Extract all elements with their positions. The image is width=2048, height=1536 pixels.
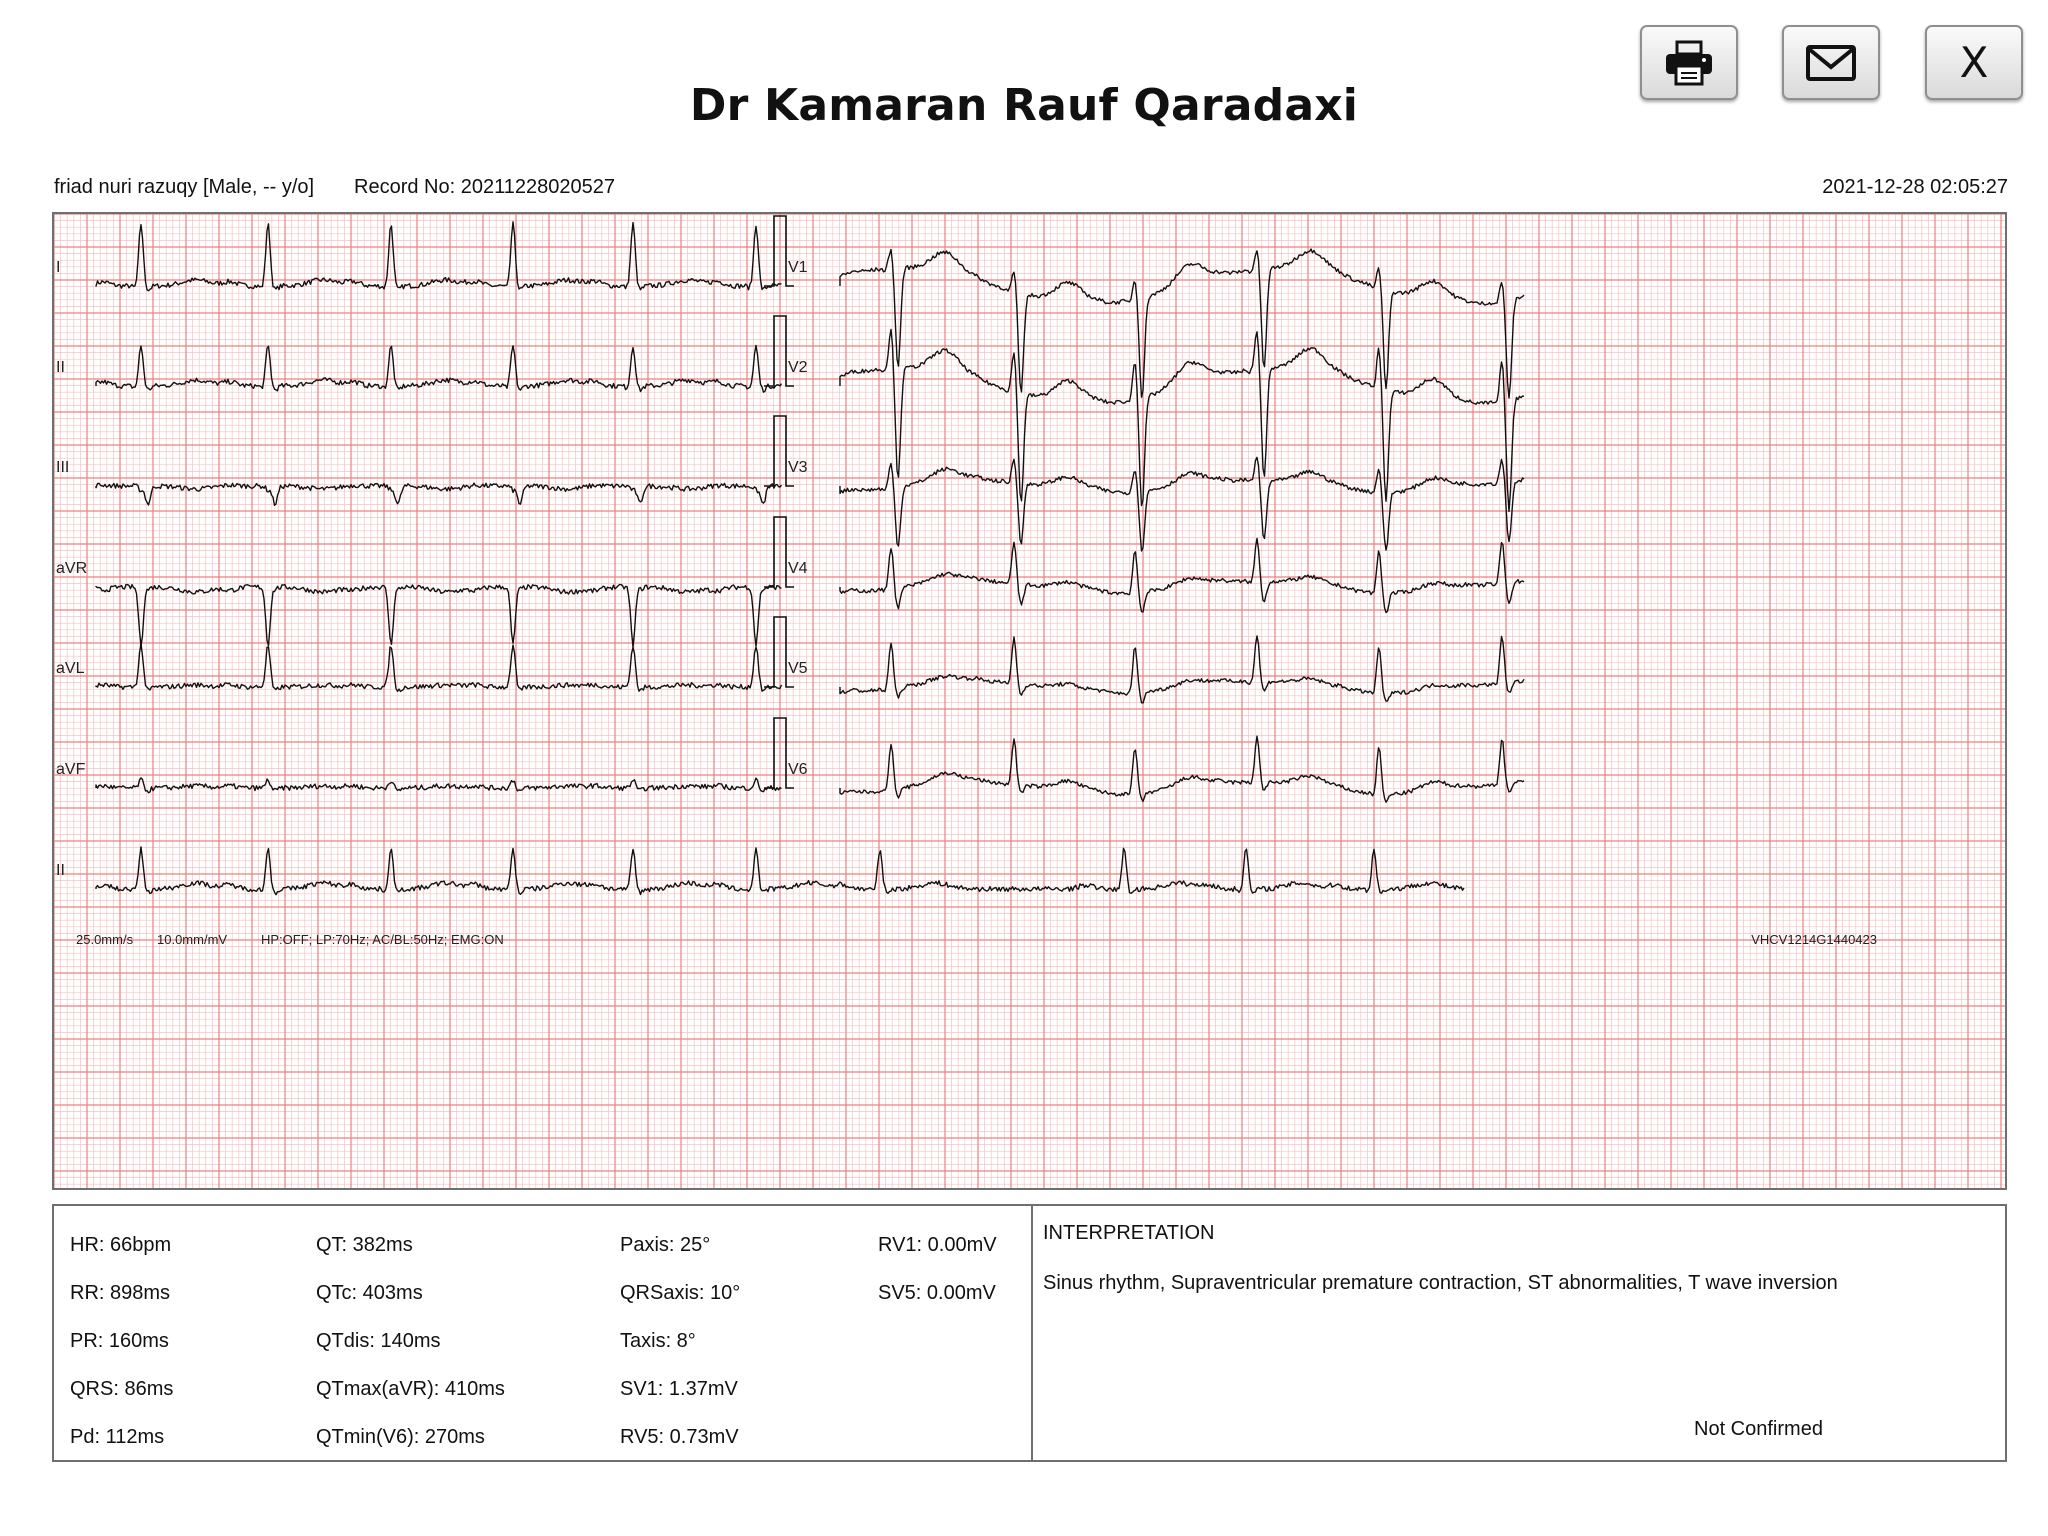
lead-label-ii: II	[56, 359, 65, 376]
settings-filters: HP:OFF; LP:70Hz; AC/BL:50Hz; EMG:ON	[261, 932, 504, 947]
print-button[interactable]	[1640, 25, 1738, 100]
measurement-taxis: Taxis: 8°	[620, 1330, 696, 1352]
measurement-sv1: SV1: 1.37mV	[620, 1378, 738, 1400]
lead-i-trace	[95, 221, 782, 292]
device-id: VHCV1214G1440423	[1751, 932, 1877, 947]
measurement-qrsaxis: QRSaxis: 10°	[620, 1282, 741, 1304]
lead-v2-trace	[764, 315, 1525, 513]
measurement-rr: RR: 898ms	[70, 1282, 171, 1304]
lead-v1-trace	[764, 215, 1525, 399]
measurement-pd: Pd: 112ms	[70, 1426, 165, 1448]
lead-ii-trace	[95, 846, 1465, 896]
lead-label-v6: V6	[788, 761, 808, 778]
lead-label-v2: V2	[788, 359, 808, 376]
measurement-qtdis: QTdis: 140ms	[316, 1330, 441, 1352]
settings-gain: 10.0mm/mV	[157, 932, 227, 947]
lead-avl-trace	[95, 643, 783, 693]
page-title: Dr Kamaran Rauf Qaradaxi	[689, 80, 1359, 131]
settings-speed: 25.0mm/s	[76, 932, 134, 947]
envelope-icon	[1806, 44, 1856, 81]
lead-v5-trace	[764, 616, 1525, 704]
lead-avf-trace	[95, 777, 782, 794]
interpretation-text: Sinus rhythm, Supraventricular premature…	[1043, 1272, 1838, 1294]
measurement-qtmax: QTmax(aVR): 410ms	[316, 1378, 505, 1400]
measurement-pr: PR: 160ms	[70, 1330, 169, 1352]
lead-label-avl: aVL	[56, 660, 85, 677]
lead-label-avr: aVR	[56, 560, 87, 577]
email-button[interactable]	[1782, 25, 1880, 100]
lead-label-v5: V5	[788, 660, 808, 677]
measurement-paxis: Paxis: 25°	[620, 1234, 711, 1256]
panel-divider	[1031, 1206, 1033, 1460]
lead-label-i: I	[56, 259, 60, 276]
record-timestamp: 2021-12-28 02:05:27	[1822, 176, 2008, 198]
measurement-hr: HR: 66bpm	[70, 1234, 172, 1256]
measurement-qtmin: QTmin(V6): 270ms	[316, 1426, 485, 1448]
interpretation-title: INTERPRETATION	[1043, 1222, 1215, 1244]
close-label: X	[1959, 37, 1989, 87]
lead-ii-trace	[95, 344, 783, 393]
close-button[interactable]: X	[1925, 25, 2023, 100]
lead-label-rhythm: II	[56, 862, 65, 879]
measurement-panel: HR: 66bpm RR: 898ms PR: 160ms QRS: 86ms …	[52, 1204, 2007, 1462]
lead-label-v4: V4	[788, 560, 808, 577]
record-number: Record No: 20211228020527	[354, 176, 615, 198]
lead-v4-trace	[764, 516, 1525, 614]
lead-iii-trace	[95, 482, 783, 507]
lead-label-avf: aVF	[56, 761, 86, 778]
ecg-chart: I II III aVR aVL aVF V1 V2 V3 V4 V5 V6 II 25.0mm/s 10.…	[52, 212, 2007, 1190]
confirmation-status: Not Confirmed	[1694, 1418, 1823, 1440]
lead-label-iii: III	[56, 459, 69, 476]
measurement-rv5: RV5: 0.73mV	[620, 1426, 739, 1448]
lead-label-v3: V3	[788, 459, 808, 476]
lead-v6-trace	[764, 717, 1525, 803]
lead-v3-trace	[764, 415, 1525, 552]
lead-avr-trace	[95, 583, 782, 649]
measurement-sv5: SV5: 0.00mV	[878, 1282, 996, 1304]
patient-info: friad nuri razuqy [Male, -- y/o]	[54, 176, 315, 198]
measurement-qt: QT: 382ms	[316, 1234, 413, 1256]
printer-icon	[1666, 40, 1712, 85]
measurement-qrs: QRS: 86ms	[70, 1378, 174, 1400]
lead-label-v1: V1	[788, 259, 808, 276]
measurement-rv1: RV1: 0.00mV	[878, 1234, 997, 1256]
measurement-qtc: QTc: 403ms	[316, 1282, 423, 1304]
